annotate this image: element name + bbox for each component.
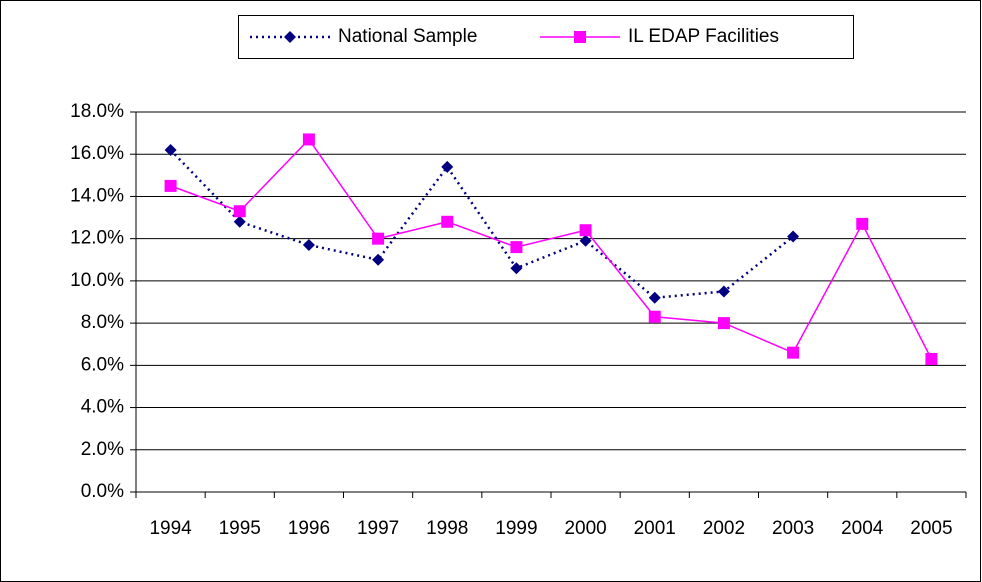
data-point	[164, 179, 177, 192]
data-point	[510, 262, 523, 275]
data-point	[787, 346, 800, 359]
y-tick-label: 2.0%	[81, 439, 124, 460]
data-point	[648, 291, 661, 304]
data-point	[233, 215, 246, 228]
series-line	[170, 138, 933, 360]
y-tick-label: 0.0%	[81, 481, 124, 502]
y-tick-label: 6.0%	[81, 354, 124, 375]
legend-marker	[574, 31, 586, 43]
y-tick-label: 14.0%	[70, 185, 124, 206]
y-tick-label: 12.0%	[70, 228, 124, 249]
data-point	[648, 310, 661, 323]
data-point	[302, 239, 315, 251]
x-tick-label: 2005	[910, 518, 952, 539]
x-tick-label: 2004	[841, 518, 884, 539]
data-point	[233, 205, 246, 218]
data-point	[925, 353, 938, 365]
x-tick-label: 1996	[288, 518, 330, 539]
x-tick-label: 2003	[772, 518, 814, 539]
x-tick-label: 1995	[219, 518, 261, 539]
y-tick-label: 16.0%	[70, 143, 124, 164]
data-point	[441, 160, 454, 173]
y-tick-label: 10.0%	[70, 270, 124, 291]
data-point	[856, 217, 869, 230]
data-point	[579, 234, 592, 247]
data-point	[787, 230, 800, 243]
legend-label: National Sample	[338, 26, 477, 47]
data-point	[717, 285, 730, 298]
data-point	[579, 224, 592, 237]
series-line	[169, 149, 794, 300]
y-tick-label: 18.0%	[70, 101, 124, 122]
y-tick-label: 4.0%	[81, 397, 124, 418]
data-point	[372, 253, 385, 266]
x-tick-label: 1999	[495, 518, 537, 539]
x-tick-label: 2002	[703, 518, 745, 539]
legend-label: IL EDAP Facilities	[628, 26, 779, 47]
data-point	[372, 232, 385, 245]
data-point	[510, 241, 523, 254]
x-tick-label: 1998	[426, 518, 468, 539]
data-point	[302, 133, 315, 146]
data-point	[717, 317, 730, 330]
x-tick-label: 1994	[149, 518, 192, 539]
y-tick-label: 8.0%	[81, 312, 124, 333]
legend-marker	[284, 31, 296, 43]
x-tick-label: 2001	[634, 518, 676, 539]
x-tick-label: 2000	[564, 518, 606, 539]
data-point	[441, 215, 454, 228]
x-tick-label: 1997	[357, 518, 399, 539]
data-point	[164, 144, 177, 156]
